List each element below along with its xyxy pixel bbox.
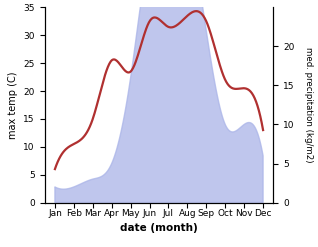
- Y-axis label: med. precipitation (kg/m2): med. precipitation (kg/m2): [304, 47, 314, 163]
- X-axis label: date (month): date (month): [120, 223, 198, 233]
- Y-axis label: max temp (C): max temp (C): [8, 71, 18, 139]
